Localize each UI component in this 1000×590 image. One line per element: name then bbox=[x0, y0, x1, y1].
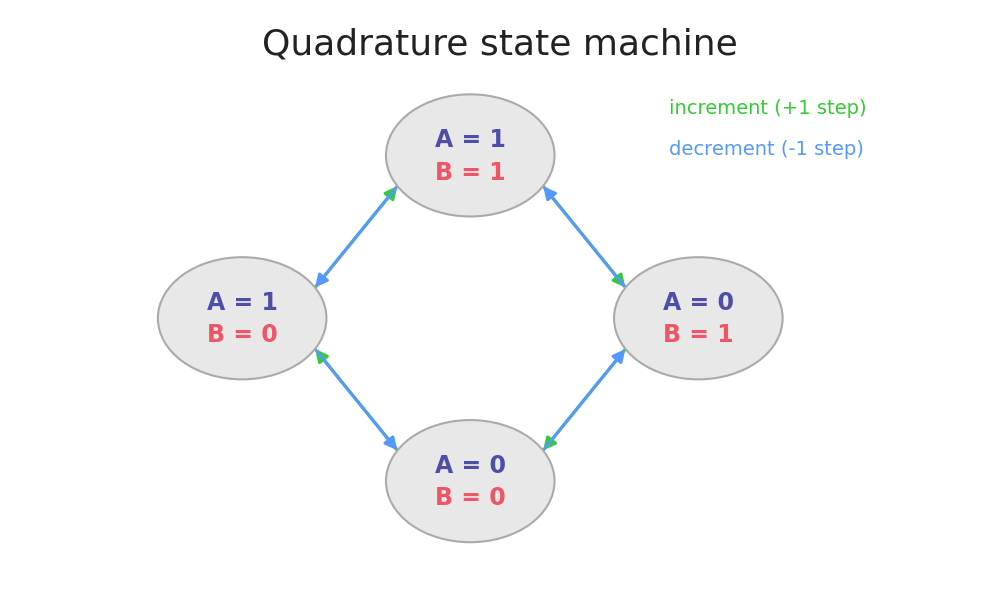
Text: decrement (-1 step): decrement (-1 step) bbox=[669, 140, 863, 159]
Ellipse shape bbox=[614, 257, 783, 379]
Text: A = 0: A = 0 bbox=[435, 454, 506, 478]
Ellipse shape bbox=[158, 257, 326, 379]
Text: Quadrature state machine: Quadrature state machine bbox=[262, 27, 738, 61]
Ellipse shape bbox=[386, 420, 555, 542]
Text: B = 0: B = 0 bbox=[207, 323, 278, 348]
Text: B = 0: B = 0 bbox=[435, 486, 506, 510]
Text: A = 1: A = 1 bbox=[207, 291, 278, 315]
Text: A = 1: A = 1 bbox=[435, 128, 506, 152]
Text: B = 1: B = 1 bbox=[435, 160, 506, 185]
Ellipse shape bbox=[386, 94, 555, 217]
Text: A = 0: A = 0 bbox=[663, 291, 734, 315]
Text: increment (+1 step): increment (+1 step) bbox=[669, 99, 866, 119]
Text: B = 1: B = 1 bbox=[663, 323, 734, 348]
